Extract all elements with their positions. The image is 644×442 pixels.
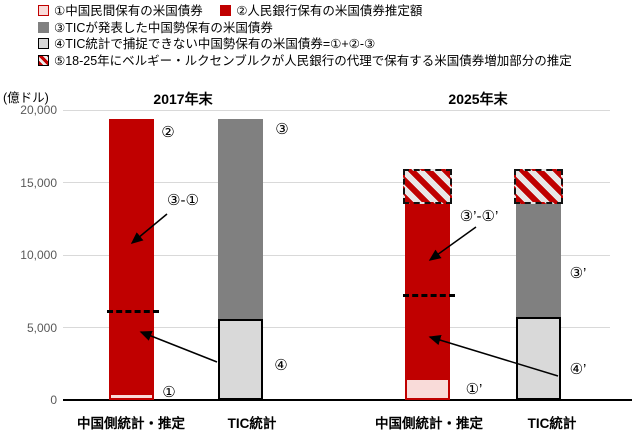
gridline [63,327,610,328]
gridline [63,182,610,183]
bar-segment-lightgray [516,317,561,400]
pink-swatch-icon [38,5,49,16]
x-axis-category-label: 中国側統計・推定 [375,416,483,431]
annotation-label: ① [162,384,176,401]
legend-item-tic-published: ③TICが発表した中国勢保有の米国債券 [38,20,273,37]
y-tick-label: 10,000 [20,248,57,262]
hatched-swatch-icon [38,54,49,66]
legend-row-1: ①中国民間保有の米国債券 ②人民銀行保有の米国債券推定額 [38,3,638,20]
legend-item-private-holdings: ①中国民間保有の米国債券 [38,3,203,20]
bar-segment-lightgray [218,318,263,400]
annotation-label: ④ [274,357,288,374]
legend-item-belgium-luxembourg: ⑤18-25年にベルギー・ルクセンブルクが人民銀行の代理で保有する米国債券増加部… [38,53,624,70]
y-tick-label: 5,000 [26,320,57,335]
gridline [63,254,610,256]
y-axis-unit-label: (億ドル) [3,91,49,105]
red-swatch-icon [220,5,232,16]
annotation-label: ③ [275,121,289,138]
annotation-label: ④’ [569,361,587,378]
bar-segment-gray [218,118,263,319]
bar-segment-pink [109,392,154,400]
bar-segment-hatched [514,169,563,205]
group-title: 2017年末 [153,91,213,107]
y-tick-label: 15,000 [20,175,57,190]
dashed-level-line [107,309,159,313]
legend-row-3: ④TIC統計で捕捉できない中国勢保有の米国債券=①+②-③ [38,36,638,53]
annotation-label: ③-① [167,192,199,209]
annotation-label: ② [161,124,175,141]
legend-label: ③TICが発表した中国勢保有の米国債券 [54,20,273,35]
gray-swatch-icon [38,21,49,33]
x-axis-category-label: TIC統計 [227,416,277,431]
legend-row-2: ③TICが発表した中国勢保有の米国債券 [38,20,638,37]
legend-label: ②人民銀行保有の米国債券推定額 [236,4,423,18]
x-axis-category-label: TIC統計 [527,416,577,431]
dashed-level-line [403,293,455,297]
legend-label: ⑤18-25年にベルギー・ルクセンブルクが人民銀行の代理で保有する米国債券増加部… [54,53,572,68]
lightgray-swatch-icon [38,38,49,49]
x-axis-category-label: 中国側統計・推定 [77,416,185,431]
legend-item-pboc-holdings: ②人民銀行保有の米国債券推定額 [220,3,422,20]
x-axis-line [63,399,632,401]
y-tick-label: 0 [50,393,57,407]
bar-segment-pink [405,378,450,400]
legend-item-not-captured: ④TIC統計で捕捉できない中国勢保有の米国債券=①+②-③ [38,36,375,53]
y-tick-label: 20,000 [20,103,57,117]
bar-segment-gray [516,204,561,318]
bar-segment-hatched [403,169,452,205]
bar-segment-red [109,118,154,393]
annotation-label: ③’-①’ [459,208,499,225]
legend-label: ④TIC統計で捕捉できない中国勢保有の米国債券=①+②-③ [54,37,376,51]
legend-row-4: ⑤18-25年にベルギー・ルクセンブルクが人民銀行の代理で保有する米国債券増加部… [38,53,638,70]
legend-label: ①中国民間保有の米国債券 [54,4,203,18]
bar-segment-red [405,204,450,379]
group-title: 2025年末 [448,91,508,107]
gridline [63,109,610,111]
legend: ①中国民間保有の米国債券 ②人民銀行保有の米国債券推定額 ③TICが発表した中国… [38,3,638,69]
annotation-label: ③’ [569,265,587,282]
annotation-label: ①’ [465,381,483,398]
